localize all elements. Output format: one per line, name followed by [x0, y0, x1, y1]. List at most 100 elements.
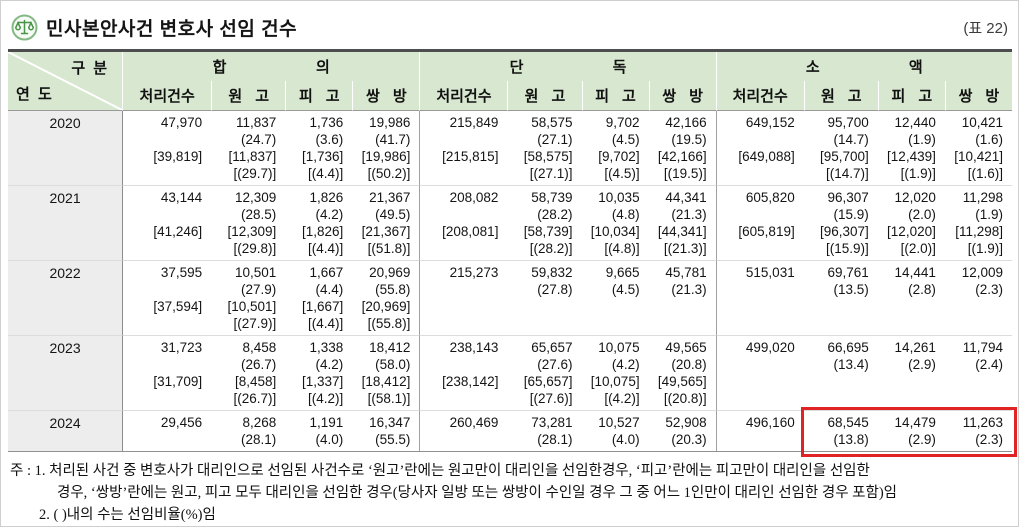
table-cell: 31,723 [31,709]	[123, 335, 212, 410]
footnote-line-1: 주 : 1. 처리된 사건 중 변호사가 대리인으로 선임된 사건수로 ‘원고’…	[10, 463, 870, 479]
table-cell: 14,261 (2.9)	[877, 335, 945, 410]
year-cell: 2021	[8, 185, 124, 260]
table-cell: 96,307 (15.9) [96,307] [(15.9)]	[803, 185, 878, 260]
subheader-cheori-3: 처리건수	[715, 81, 804, 111]
table-cell: 12,009 (2.3)	[944, 260, 1012, 335]
table-row: 2024 29,456 8,268 (28.1) 1,191 (4.0) 16,347 (55…	[8, 410, 1012, 451]
table-cell: 66,695 (13.4)	[803, 335, 878, 410]
table-cell: 260,469	[419, 410, 508, 451]
footnote-line-3: 2. ( )내의 수는 선임비율(%)임	[39, 507, 216, 523]
table-row: 2020 47,970 [39,819] 11,837 (24.7) [11,837][(…	[8, 111, 1012, 185]
table-cell: 10,075 (4.2) [10,075] [(4.2)]	[581, 335, 649, 410]
subheader-cheori-2: 처리건수	[419, 81, 508, 111]
table-cell: 43,144 [41,246]	[123, 185, 212, 260]
table-cell: 12,309 (28.5) [12,309] [(29.8)]	[211, 185, 286, 260]
table-cell: 42,166 (19.5) [42,166] [(19.5)]	[657, 115, 707, 181]
corner-label-gubun: 구 분	[71, 60, 110, 77]
table-cell: 1,826 (4.2) [1,826] [(4.4)]	[285, 185, 353, 260]
table-cell: 9,665 (4.5)	[581, 260, 649, 335]
table-cell: 21,367 (49.5) [21,367] [(51.8)]	[352, 185, 420, 260]
table-cell: 649,152 [649,088]	[715, 111, 804, 185]
table-ref-label: (표 22)	[963, 19, 1008, 37]
table-cell: 1,191 (4.0)	[285, 410, 353, 451]
table-cell: 10,527 (4.0)	[581, 410, 649, 451]
table-cell: 68,545 (13.8)	[803, 410, 878, 451]
year-cell: 2020	[8, 111, 124, 185]
table-cell: 20,969 (55.8) [20,969] [(55.8)]	[352, 260, 420, 335]
table-cell: 10,421 (1.6) [10,421] [(1.6)]	[954, 115, 1003, 181]
table-cell: 14,441 (2.8)	[877, 260, 945, 335]
table-cell: 605,820 [605,819]	[715, 185, 804, 260]
table-cell: 44,341 (21.3) [44,341] [(21.3)]	[648, 185, 716, 260]
table-cell: 12,440 (1.9) [12,439] [(1.9)]	[887, 115, 936, 181]
table-cell: 45,781 (21.3)	[648, 260, 716, 335]
footnote-line-2: 경우, ‘쌍방’란에는 원고, 피고 모두 대리인을 선임한 경우(당사자 일방…	[57, 485, 898, 501]
table-cell: 496,160	[715, 410, 804, 451]
table-cell: 19,986 (41.7) [19,986] [(50.2)]	[361, 115, 411, 181]
title-bar: 민사본안사건 변호사 선임 건수 (표 22)	[1, 1, 1018, 47]
subheader-cheori-1: 처리건수	[123, 81, 212, 111]
table-row: 2021 43,144 [41,246] 12,309 (28.5) [12,309][(…	[8, 185, 1012, 260]
table-cell: 58,739 (28.2) [58,739] [(28.2)]	[507, 185, 582, 260]
year-cell: 2023	[8, 335, 124, 410]
table-cell: 8,458 (26.7) [8,458] [(26.7)]	[211, 335, 286, 410]
table-cell: 215,849 [215,815]	[419, 111, 507, 185]
table-cell: 16,347 (55.5)	[352, 410, 420, 451]
corner-header-cell: 구 분 연 도	[8, 52, 124, 111]
table-cell: 10,035 (4.8) [10,034] [(4.8)]	[581, 185, 649, 260]
diagonal-divider	[8, 52, 123, 110]
table-cell: 58,575 (27.1) [58,575] [(27.1)]	[523, 115, 573, 181]
year-cell: 2024	[8, 410, 124, 451]
table-cell: 11,263 (2.3)	[944, 410, 1012, 451]
table-cell: 1,736 (3.6) [1,736] [(4.4)]	[302, 115, 344, 181]
table-row: 2023 31,723 [31,709] 8,458 (26.7) [8,458] [(26…	[8, 335, 1012, 410]
table-cell: 9,702 (4.5) [9,702] [(4.5)]	[598, 115, 640, 181]
table-cell: 11,837 (24.7) [11,837] [(29.7)]	[228, 115, 277, 181]
table-cell: 29,456	[123, 410, 212, 451]
table-cell: 52,908 (20.3)	[648, 410, 716, 451]
table-cell: 11,794 (2.4)	[944, 335, 1012, 410]
table-cell: 215,273	[419, 260, 508, 335]
corner-label-yeondo: 연 도	[16, 86, 54, 103]
table-cell: 10,501 (27.9) [10,501] [(27.9)]	[211, 260, 286, 335]
table-cell: 1,338 (4.2) [1,337] [(4.2)]	[285, 335, 353, 410]
scales-icon	[11, 14, 38, 41]
footnotes: 주 : 1. 처리된 사건 중 변호사가 대리인으로 선임된 사건수로 ‘원고’…	[10, 460, 1012, 526]
table-cell: 238,143 [238,142]	[419, 335, 508, 410]
table-body: 2020 47,970 [39,819] 11,837 (24.7) [11,837][(…	[8, 111, 1012, 451]
table-cell: 37,595 [37,594]	[123, 260, 212, 335]
table-cell: 59,832 (27.8)	[507, 260, 582, 335]
table-cell: 8,268 (28.1)	[211, 410, 286, 451]
table-cell: 95,700 (14.7) [95,700] [(14.7)]	[819, 115, 869, 181]
table-cell: 515,031	[715, 260, 804, 335]
table-row: 2022 37,595 [37,594] 10,501 (27.9) [10,501][(…	[8, 260, 1012, 335]
table-cell: 11,298 (1.9) [11,298] [(1.9)]	[944, 185, 1012, 260]
table-cell: 12,020 (2.0) [12,020] [(2.0)]	[877, 185, 945, 260]
table-cell: 47,970 [39,819]	[153, 115, 203, 164]
table-cell: 69,761 (13.5)	[803, 260, 878, 335]
table-cell: 499,020	[715, 335, 804, 410]
table-cell: 14,479 (2.9)	[877, 410, 945, 451]
table-cell: 73,281 (28.1)	[507, 410, 582, 451]
year-cell: 2022	[8, 260, 124, 335]
table-cell: 49,565 (20.8) [49,565] [(20.8)]	[648, 335, 716, 410]
table-cell: 1,667 (4.4) [1,667] [(4.4)]	[285, 260, 353, 335]
table-cell: 208,082 [208,081]	[419, 185, 508, 260]
table-cell: 65,657 (27.6) [65,657] [(27.6)]	[507, 335, 582, 410]
page-title: 민사본안사건 변호사 선임 건수	[46, 18, 298, 40]
